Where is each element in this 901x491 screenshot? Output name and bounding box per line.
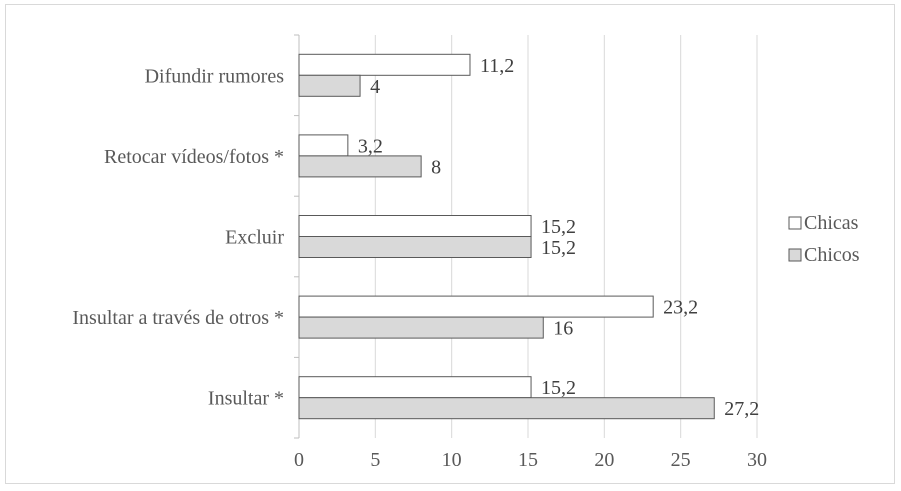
category-label-2: Excluir <box>225 227 284 249</box>
x-tick-label-5: 25 <box>671 449 691 471</box>
x-tick-label-4: 20 <box>594 449 614 471</box>
bar-chicos-2 <box>298 236 532 258</box>
data-label-chicas-1: 3,2 <box>358 135 383 157</box>
data-label-chicos-0: 4 <box>370 76 380 98</box>
bar-chicos-1 <box>298 155 422 178</box>
bar-chicos-3 <box>298 316 544 339</box>
bar-chicas-3 <box>298 295 654 318</box>
bar-chicas-1 <box>298 134 349 157</box>
data-label-chicos-2: 15,2 <box>541 237 576 259</box>
bar-chicas-4 <box>298 376 532 399</box>
category-label-3: Insultar a través de otros * <box>72 307 284 329</box>
category-label-4: Insultar * <box>208 388 284 410</box>
legend-swatch-chicos <box>788 248 802 262</box>
chart-frame: 11,2 4 Difundir rumores 3,2 8 Retocar vídeos/… <box>5 4 895 484</box>
legend-label-chicas: Chicas <box>804 212 859 234</box>
data-label-chicas-4: 15,2 <box>541 377 576 399</box>
bar-chicas-2 <box>298 215 532 237</box>
data-label-chicas-0: 11,2 <box>480 55 514 77</box>
data-label-chicos-4: 27,2 <box>724 398 759 420</box>
x-tick-label-2: 10 <box>442 449 462 471</box>
category-label-0: Difundir rumores <box>145 65 285 87</box>
x-tick-label-1: 5 <box>370 449 380 471</box>
bar-chart: 11,2 4 Difundir rumores 3,2 8 Retocar vídeos/… <box>72 34 860 471</box>
data-label-chicas-2: 15,2 <box>541 216 576 238</box>
x-tick-label-6: 30 <box>747 449 767 471</box>
bar-chicos-4 <box>298 397 715 420</box>
legend-label-chicos: Chicos <box>804 244 860 266</box>
data-label-chicas-3: 23,2 <box>663 297 698 319</box>
bar-chicas-0 <box>298 53 471 76</box>
x-tick-label-3: 15 <box>518 449 538 471</box>
data-label-chicos-3: 16 <box>553 318 573 340</box>
x-tick-label-0: 0 <box>294 449 304 471</box>
category-label-1: Retocar vídeos/fotos * <box>104 146 284 168</box>
data-label-chicos-1: 8 <box>431 156 441 178</box>
bar-chicos-0 <box>298 74 361 97</box>
legend-swatch-chicas <box>788 216 802 230</box>
